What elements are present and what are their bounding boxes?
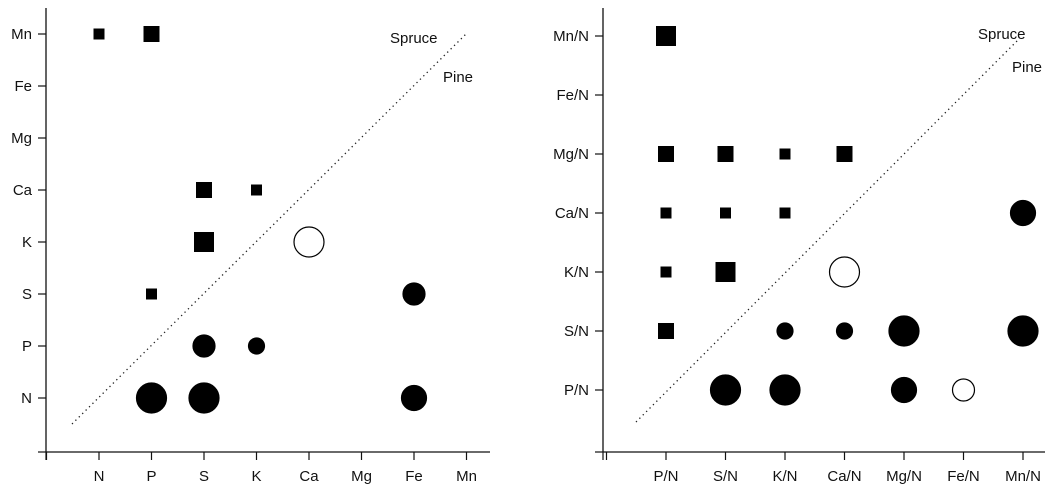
data-point-circle bbox=[888, 315, 920, 347]
data-point-circle bbox=[192, 334, 216, 358]
x-tick-label: K/N bbox=[772, 468, 797, 485]
y-tick-label: Mn/N bbox=[553, 28, 589, 45]
data-point-circle bbox=[1007, 315, 1039, 347]
data-point-square bbox=[194, 232, 214, 252]
data-point-open-circle bbox=[951, 378, 976, 402]
y-tick-label: S bbox=[22, 286, 32, 303]
diagonal-label-upper: Spruce bbox=[390, 30, 438, 47]
y-tick-label: Mg bbox=[11, 130, 32, 147]
y-tick-label: Fe bbox=[14, 78, 32, 95]
x-tick-label: Mg/N bbox=[886, 468, 922, 485]
data-point-open-circle bbox=[828, 256, 861, 288]
data-point-square bbox=[658, 146, 674, 162]
y-tick-label: S/N bbox=[564, 323, 589, 340]
x-tick-label: P/N bbox=[653, 468, 678, 485]
data-point-square bbox=[779, 148, 791, 160]
data-point-square bbox=[717, 146, 734, 162]
data-point-square bbox=[836, 146, 853, 162]
x-tick-label: S/N bbox=[713, 468, 738, 485]
diagonal-line bbox=[71, 33, 467, 425]
x-tick-label: S bbox=[199, 468, 209, 485]
data-point-circle bbox=[890, 376, 918, 404]
y-tick-label: P bbox=[22, 338, 32, 355]
data-point-square bbox=[658, 323, 674, 339]
data-point-circle bbox=[769, 374, 801, 406]
data-point-circle bbox=[402, 282, 426, 306]
x-tick-label: K bbox=[251, 468, 261, 485]
diagonal-label-upper: Spruce bbox=[978, 26, 1026, 43]
y-tick-label: Ca bbox=[13, 182, 33, 199]
y-tick-label: K bbox=[22, 234, 32, 251]
data-point-square bbox=[656, 26, 676, 46]
data-point-square bbox=[715, 262, 736, 282]
y-tick-label: Fe/N bbox=[556, 87, 589, 104]
x-tick-label: Ca/N bbox=[827, 468, 861, 485]
data-point-circle bbox=[1009, 199, 1037, 227]
data-point-circle bbox=[400, 384, 428, 412]
x-tick-label: Mn/N bbox=[1005, 468, 1041, 485]
data-point-square bbox=[660, 266, 672, 278]
data-point-square bbox=[779, 207, 791, 219]
data-point-circle bbox=[835, 322, 854, 340]
y-tick-label: Mn bbox=[11, 26, 32, 43]
chart-panel-1: N P S K Ca Mg Fe Mn N P S K Ca Mg Fe Mn Spruce Pine bbox=[11, 8, 490, 485]
x-tick-label: Mn bbox=[456, 468, 477, 485]
y-tick-label: N bbox=[21, 390, 32, 407]
x-tick-label: Fe bbox=[405, 468, 423, 485]
x-tick-label: Mg bbox=[351, 468, 372, 485]
data-point-square bbox=[251, 184, 262, 196]
x-tick-label: P bbox=[146, 468, 156, 485]
data-point-square bbox=[660, 207, 672, 219]
data-point-circle bbox=[776, 322, 794, 340]
y-tick-label: Mg/N bbox=[553, 146, 589, 163]
data-point-square bbox=[93, 28, 105, 40]
data-point-circle bbox=[247, 337, 266, 355]
x-tick-label: N bbox=[94, 468, 105, 485]
data-point-circle bbox=[188, 382, 220, 414]
x-tick-label: Ca bbox=[299, 468, 319, 485]
data-point-square bbox=[196, 182, 212, 198]
diagonal-line bbox=[635, 39, 1019, 423]
data-point-open-circle bbox=[293, 226, 325, 258]
diagonal-label-lower: Pine bbox=[443, 69, 473, 86]
y-tick-label: Ca/N bbox=[555, 205, 589, 222]
data-point-circle bbox=[709, 374, 742, 406]
data-point-square bbox=[146, 288, 157, 300]
diagonal-label-lower: Pine bbox=[1012, 59, 1042, 76]
x-tick-label: Fe/N bbox=[947, 468, 980, 485]
y-tick-label: K/N bbox=[564, 264, 589, 281]
chart-panel-2: P/N S/N K/N Ca/N Mg/N Fe/N Mn/N P/N S/N K/N Ca/N Mg… bbox=[553, 8, 1045, 485]
data-point-circle bbox=[135, 382, 168, 414]
data-point-square bbox=[720, 207, 731, 219]
y-tick-label: P/N bbox=[564, 382, 589, 399]
data-point-square bbox=[143, 26, 160, 42]
